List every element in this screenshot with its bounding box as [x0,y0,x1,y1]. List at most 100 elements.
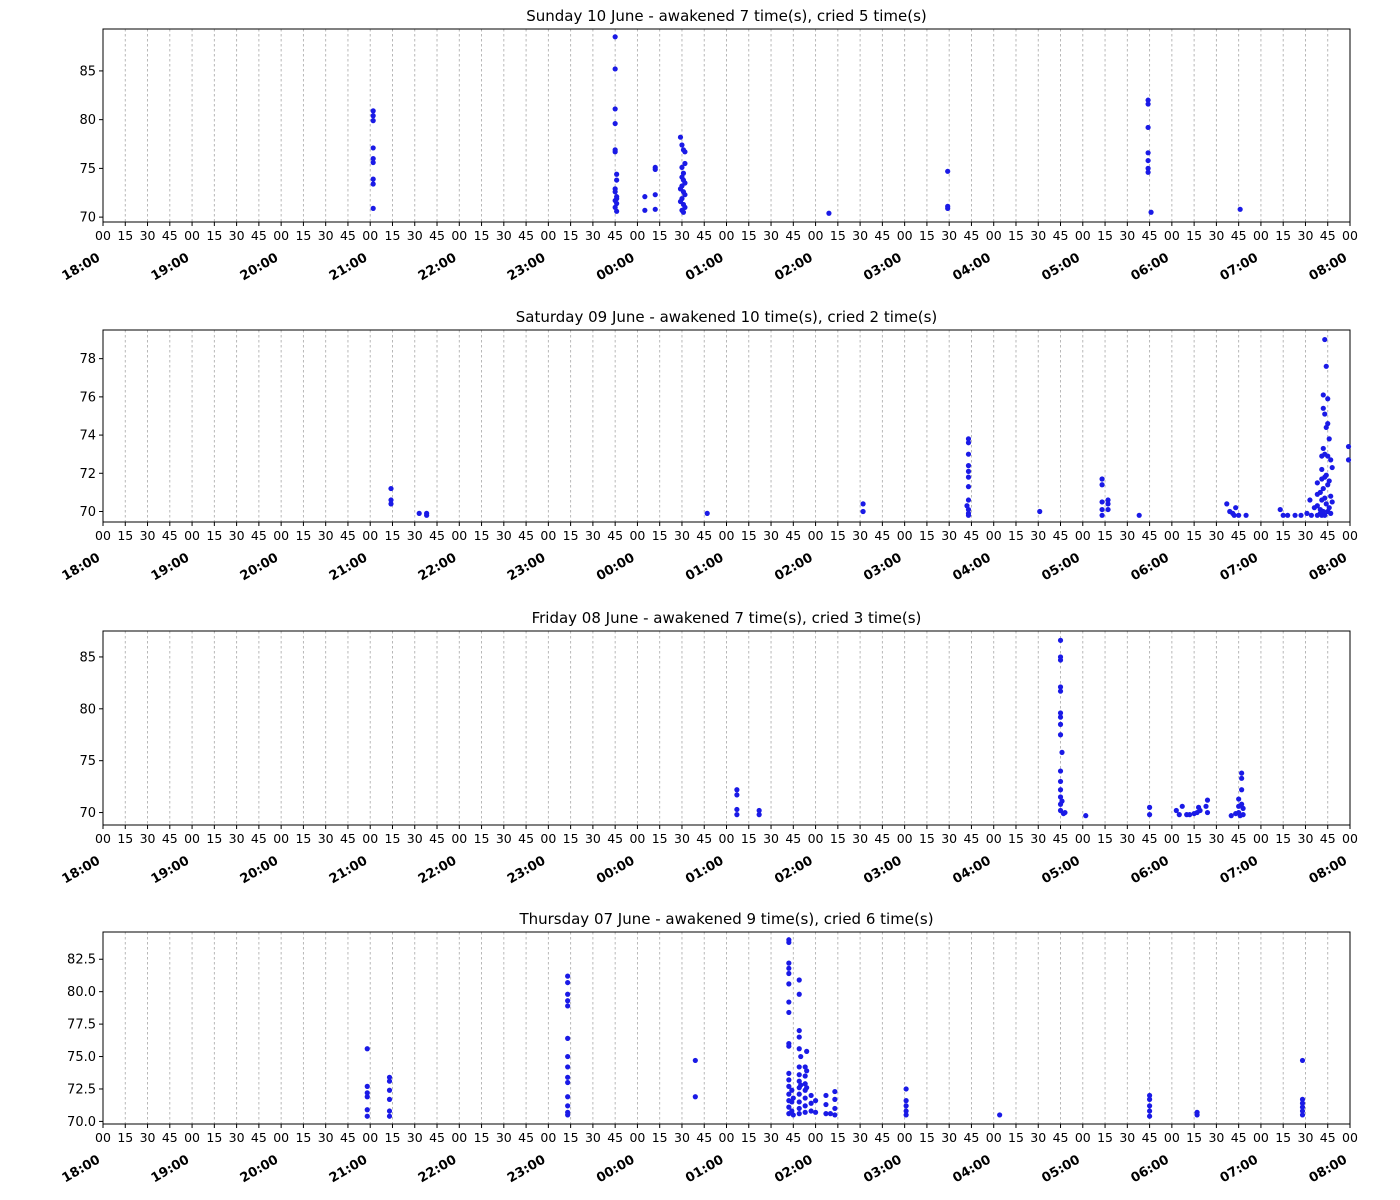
data-point [903,1098,909,1104]
x-minor-tick-label: 15 [652,1130,668,1145]
x-minor-tick-label: 45 [1320,1130,1336,1145]
x-minor-tick-label: 00 [540,228,556,243]
data-point [808,1108,814,1114]
data-point [652,192,658,198]
x-minor-tick-label: 30 [1030,528,1046,543]
x-hour-label: 22:00 [416,550,459,584]
data-point [1345,457,1352,463]
data-point [734,806,740,813]
x-minor-tick-label: 45 [696,831,712,846]
x-minor-tick-label: 00 [184,528,200,543]
data-point [786,981,792,987]
x-minor-tick-label: 00 [451,831,467,846]
data-point [1057,688,1064,694]
data-point [565,1053,571,1060]
x-minor-tick-label: 00 [95,528,111,543]
data-point [1057,768,1064,774]
data-point [965,440,972,446]
x-minor-tick-label: 00 [362,228,378,243]
x-hour-label: 00:00 [594,550,637,584]
x-minor-tick-label: 45 [251,831,267,846]
data-point [388,501,394,507]
data-point [1099,506,1105,513]
data-point [1146,1108,1153,1114]
data-point [1277,506,1283,513]
data-point [1062,809,1068,816]
data-point [796,991,802,997]
x-minor-tick-label: 00 [629,528,645,543]
data-point [1307,497,1313,503]
data-point [1197,807,1203,814]
data-point [802,1109,808,1115]
data-point [682,149,688,155]
data-point [823,1101,829,1108]
data-point [1322,495,1328,501]
x-minor-tick-label: 45 [340,1130,356,1145]
data-point [903,1103,909,1109]
data-point [1187,812,1193,818]
y-tick-label: 77.5 [67,1018,96,1033]
x-minor-tick-label: 15 [1008,528,1024,543]
data-point [1176,812,1182,818]
x-hour-label: 08:00 [1307,853,1350,887]
x-minor-tick-label: 00 [808,228,824,243]
x-minor-tick-label: 00 [451,1130,467,1145]
x-minor-tick-label: 00 [897,1130,913,1145]
x-minor-tick-label: 15 [474,528,490,543]
y-tick-label: 85 [79,650,96,665]
data-point [965,474,972,480]
data-point [1099,499,1105,505]
x-minor-tick-label: 30 [852,831,868,846]
data-point [756,807,762,814]
x-minor-tick-label: 45 [785,228,801,243]
x-minor-tick-label: 45 [1142,1130,1158,1145]
x-minor-tick-label: 00 [808,528,824,543]
x-minor-tick-label: 45 [1320,228,1336,243]
data-point [1057,787,1064,793]
x-minor-tick-label: 00 [184,1130,200,1145]
data-point [370,159,376,166]
x-hour-label: 05:00 [1039,250,1082,284]
x-minor-tick-label: 15 [563,1130,579,1145]
data-point [965,463,972,469]
x-minor-tick-label: 00 [540,831,556,846]
x-hour-label: 02:00 [772,1152,815,1186]
x-minor-tick-label: 15 [474,831,490,846]
x-minor-tick-label: 30 [674,1130,690,1145]
data-point [1037,508,1043,515]
x-minor-tick-label: 00 [1075,1130,1091,1145]
x-minor-tick-label: 15 [1008,1130,1024,1145]
x-minor-tick-label: 30 [763,1130,779,1145]
data-point [734,812,740,818]
x-hour-label: 03:00 [861,1152,904,1186]
data-point [614,177,620,183]
data-point [796,1105,802,1112]
x-minor-tick-label: 15 [206,831,222,846]
x-minor-tick-label: 15 [563,831,579,846]
x-minor-tick-label: 30 [140,528,156,543]
data-point [823,1111,829,1117]
data-point [796,1046,802,1052]
x-minor-tick-label: 15 [1186,831,1202,846]
data-point [1280,512,1286,518]
x-minor-tick-label: 15 [295,528,311,543]
y-tick-label: 76 [79,390,96,405]
data-point [1145,101,1151,107]
data-point [370,145,376,151]
x-hour-label: 20:00 [238,1152,281,1186]
data-point [1231,512,1237,518]
x-minor-tick-label: 15 [1008,228,1024,243]
x-minor-tick-label: 45 [963,228,979,243]
x-minor-tick-label: 15 [1097,1130,1113,1145]
data-point [790,1095,796,1101]
x-hour-label: 22:00 [416,250,459,284]
data-point [1057,657,1064,663]
x-minor-tick-label: 15 [385,831,401,846]
x-minor-tick-label: 45 [340,831,356,846]
data-point [565,998,571,1004]
x-hour-label: 06:00 [1129,250,1172,284]
data-point [677,134,684,140]
x-minor-tick-label: 45 [429,1130,445,1145]
x-minor-tick-label: 00 [362,831,378,846]
